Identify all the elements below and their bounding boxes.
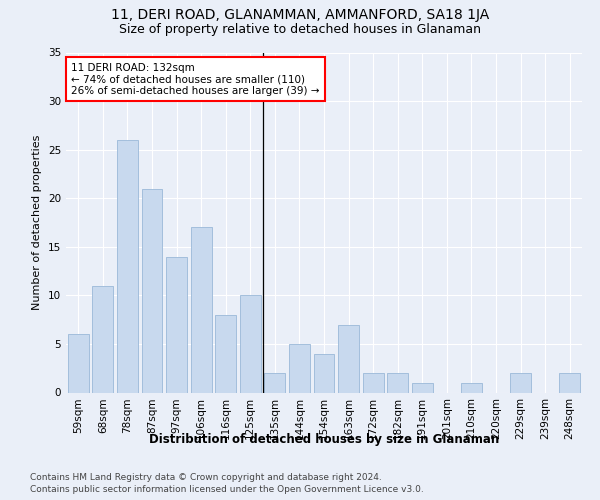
Bar (314, 354, 334, 393)
Bar (461, 383, 482, 392)
Bar (240, 296, 261, 392)
Text: 11 DERI ROAD: 132sqm
← 74% of detached houses are smaller (110)
26% of semi-deta: 11 DERI ROAD: 132sqm ← 74% of detached h… (71, 62, 320, 96)
Bar (191, 228, 212, 392)
Text: Contains HM Land Registry data © Crown copyright and database right 2024.: Contains HM Land Registry data © Crown c… (30, 472, 382, 482)
Bar (338, 324, 359, 392)
Bar (117, 140, 138, 392)
Bar (265, 373, 286, 392)
Bar (68, 334, 89, 392)
Bar (142, 188, 163, 392)
Bar (387, 373, 408, 392)
Text: Size of property relative to detached houses in Glanaman: Size of property relative to detached ho… (119, 22, 481, 36)
Text: 11, DERI ROAD, GLANAMMAN, AMMANFORD, SA18 1JA: 11, DERI ROAD, GLANAMMAN, AMMANFORD, SA1… (111, 8, 489, 22)
Bar (166, 256, 187, 392)
Text: Distribution of detached houses by size in Glanaman: Distribution of detached houses by size … (149, 432, 499, 446)
Y-axis label: Number of detached properties: Number of detached properties (32, 135, 43, 310)
Bar (510, 373, 531, 392)
Bar (289, 344, 310, 393)
Bar (92, 286, 113, 393)
Bar (215, 315, 236, 392)
Bar (362, 373, 383, 392)
Bar (412, 383, 433, 392)
Text: Contains public sector information licensed under the Open Government Licence v3: Contains public sector information licen… (30, 485, 424, 494)
Bar (559, 373, 580, 392)
